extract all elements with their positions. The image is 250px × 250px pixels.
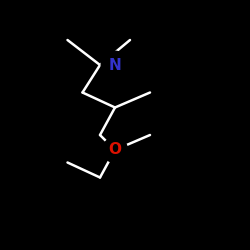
- Text: O: O: [108, 142, 122, 158]
- Circle shape: [101, 51, 129, 79]
- Text: N: N: [108, 58, 122, 72]
- Circle shape: [102, 138, 128, 162]
